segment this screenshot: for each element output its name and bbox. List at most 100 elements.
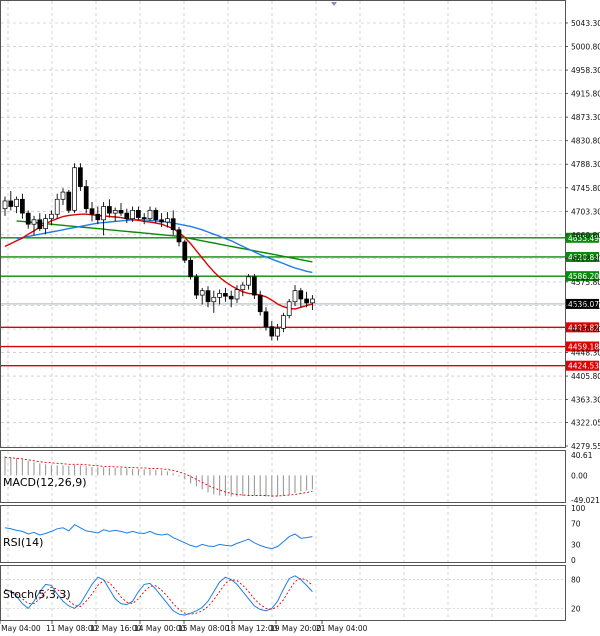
price-level-tag xyxy=(566,271,599,282)
candle-body xyxy=(147,210,153,220)
candle-body xyxy=(130,210,135,220)
x-tick-label: 19 May 20:00 xyxy=(270,624,322,633)
candle-body xyxy=(112,210,118,214)
y-tick-label: 4873.30 xyxy=(571,113,600,122)
candle-body xyxy=(49,213,54,220)
y-tick-label: 4830.80 xyxy=(571,137,600,146)
y-tick-label: 4788.30 xyxy=(571,160,600,169)
price-level-label: 4586.20 xyxy=(568,272,599,281)
candle-body xyxy=(176,229,182,243)
x-tick-label: 18 May 12:00 xyxy=(226,624,278,633)
candle-body xyxy=(205,290,211,303)
macd-signal-line xyxy=(4,456,313,497)
candle-body xyxy=(89,208,95,215)
price-level-label: 4493.82 xyxy=(568,323,599,332)
candle-body xyxy=(37,219,43,229)
macd-label: MACD(12,26,9) xyxy=(3,476,87,489)
period-marker-icon xyxy=(331,2,337,6)
macd-tick-label: 40.61 xyxy=(571,451,593,460)
x-tick-label: 11 May 08:00 xyxy=(46,624,98,633)
y-tick-label: 4490.80 xyxy=(571,325,600,334)
price-level-label: 4655.49 xyxy=(568,234,599,243)
candle-body xyxy=(8,200,14,207)
y-tick-label: 5043.30 xyxy=(571,19,600,28)
stoch-k-line xyxy=(4,575,313,616)
candle-body xyxy=(228,295,234,300)
candle-body xyxy=(263,311,269,328)
rsi-tick-label: 100 xyxy=(571,504,586,513)
macd-tick-label: -49.021 xyxy=(571,496,600,505)
candle-body xyxy=(20,198,25,214)
price-level-label: 4459.18 xyxy=(568,343,599,352)
candle-body xyxy=(194,276,199,296)
candle-body xyxy=(83,186,89,210)
rsi-tick-label: 0 xyxy=(571,556,576,565)
candle-body xyxy=(54,198,60,215)
candle-body xyxy=(257,294,263,313)
rsi-tick-label: 70 xyxy=(571,520,581,529)
ma-mid-line xyxy=(16,219,313,274)
y-tick-label: 4745.80 xyxy=(571,184,600,193)
stoch-plot: 80 20 xyxy=(1,575,581,616)
current-price-label: 4536.07 xyxy=(568,300,599,309)
candle-body xyxy=(95,213,101,221)
stoch-tick-label: 80 xyxy=(571,576,581,585)
candle-body xyxy=(165,218,170,223)
price-level-label: 4424.53 xyxy=(568,362,599,371)
rsi-tick-label: 30 xyxy=(571,540,581,549)
candle-body xyxy=(153,210,159,221)
candle-body xyxy=(124,212,130,220)
stoch-label: Stoch(5,3,3) xyxy=(3,588,71,601)
x-tick-label: 21 May 04:00 xyxy=(316,624,368,633)
candle-body xyxy=(246,276,251,286)
candle-body xyxy=(211,296,217,303)
candle-body xyxy=(141,217,147,220)
candle-body xyxy=(182,241,188,261)
candle-body xyxy=(240,284,246,290)
candle-body xyxy=(118,210,124,214)
candle-body xyxy=(43,218,48,229)
candle-body xyxy=(78,167,83,187)
stoch-d-line xyxy=(4,577,313,615)
price-axis: 5043.30 5000.80 4958.30 4915.80 4873.30 4830.… xyxy=(565,19,600,451)
rsi-label: RSI(14) xyxy=(3,536,43,549)
candlesticks xyxy=(2,163,315,341)
price-level-tag xyxy=(566,360,599,371)
y-tick-label: 4618.30 xyxy=(571,254,600,263)
y-tick-label: 4363.30 xyxy=(571,396,600,405)
y-tick-label: 4958.30 xyxy=(571,66,600,75)
candle-body xyxy=(31,219,37,225)
y-tick-label: 4279.55 xyxy=(571,442,600,451)
y-tick-label: 4915.80 xyxy=(571,90,600,99)
candle-body xyxy=(72,167,77,211)
price-levels: 4655.49 4620.84 4586.20 4493.82 4459.18 4424.… xyxy=(1,232,599,371)
candle-body xyxy=(292,290,298,303)
candle-body xyxy=(298,290,304,300)
y-tick-label: 4533.30 xyxy=(571,301,600,310)
y-tick-label: 4660.80 xyxy=(571,231,600,240)
x-tick-label: 12 May 16:00 xyxy=(90,624,142,633)
candle-body xyxy=(217,293,222,298)
candle-body xyxy=(310,298,315,304)
price-level-tag xyxy=(566,322,599,333)
candle-body xyxy=(269,326,275,337)
candle-body xyxy=(275,327,280,337)
candle-body xyxy=(66,191,72,211)
candle-body xyxy=(223,293,228,297)
macd-tick-label: 0.00 xyxy=(571,471,588,480)
candle-body xyxy=(159,219,164,223)
rsi-plot: 100 70 30 0 xyxy=(4,504,586,565)
y-tick-label: 5000.80 xyxy=(571,43,600,52)
stoch-panel[interactable] xyxy=(0,565,566,621)
price-level-tag xyxy=(566,251,599,262)
candle-body xyxy=(136,210,141,218)
price-level-tag xyxy=(566,232,599,243)
ma-slow-line xyxy=(16,220,313,263)
y-tick-label: 4703.30 xyxy=(571,207,600,216)
candle-body xyxy=(101,206,106,221)
candle-body xyxy=(60,191,66,200)
rsi-panel[interactable] xyxy=(0,505,566,563)
main-panel[interactable] xyxy=(0,0,566,448)
candle-body xyxy=(170,218,176,231)
